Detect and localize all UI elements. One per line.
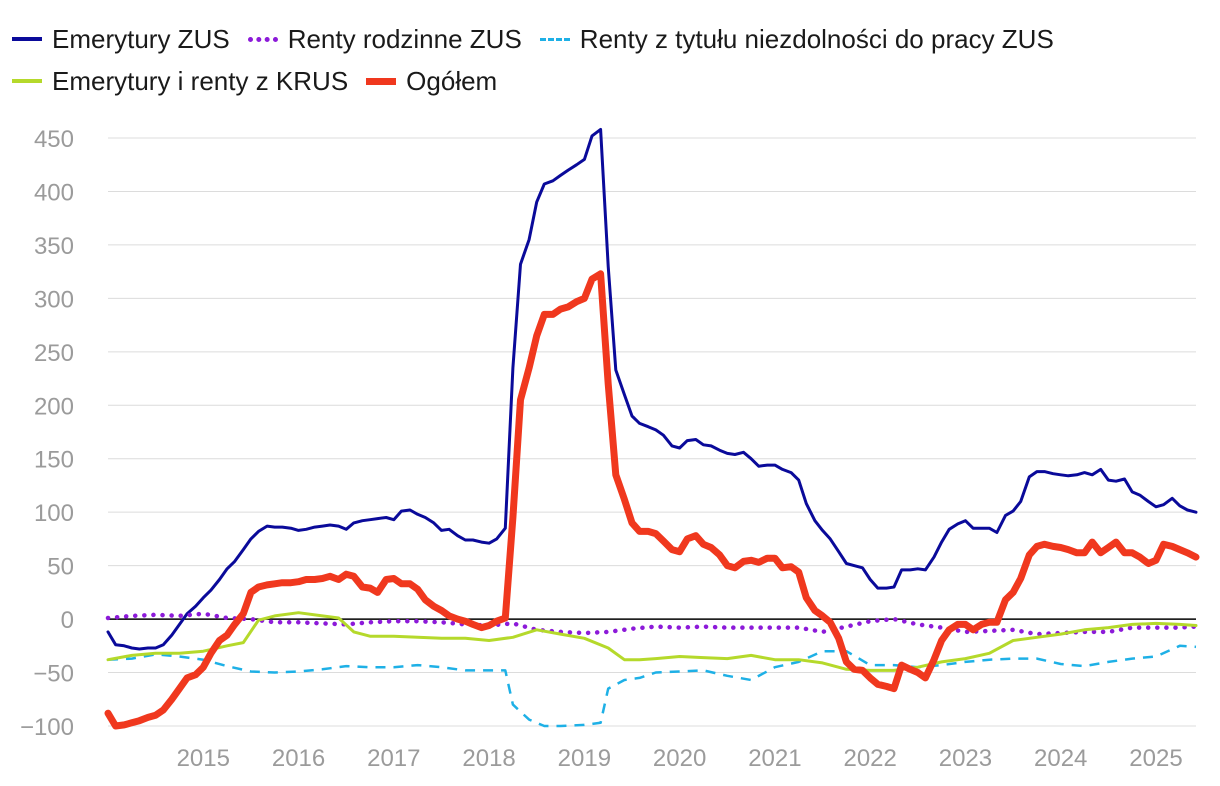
x-tick-label: 2015: [177, 745, 230, 772]
legend-swatch-dotted-purple: [247, 36, 278, 42]
legend-row-1: Emerytury ZUS Renty rodzinne ZUS Renty z…: [12, 18, 1212, 60]
x-tick-label: 2020: [653, 745, 706, 772]
legend-swatch-solid-blue: [12, 37, 42, 41]
series-line-renty-z-tytu-u-niezdolno-ci-do-pracy-zus: [107, 644, 1197, 728]
y-tick-label: 250: [34, 340, 74, 367]
legend-swatch-dashed-cyan: [539, 37, 570, 41]
y-tick-label: 0: [61, 607, 74, 634]
series-line-renty-rodzinne-zus: [105, 611, 1199, 637]
legend-item-renty-niezdolnosci: Renty z tytułu niezdolności do pracy ZUS: [539, 23, 1054, 55]
x-tick-label: 2023: [939, 745, 992, 772]
legend-label-ogolem: Ogółem: [406, 65, 498, 96]
series-line-emerytury-i-renty-z-krus: [106, 611, 1198, 672]
x-axis: 2015 2016 2017 2018 2019 2020 2021 2022 2023 2024…: [177, 745, 1183, 772]
legend-item-emerytury-zus: Emerytury ZUS: [12, 24, 230, 55]
y-tick-label: −100: [20, 714, 74, 741]
y-tick-label: 450: [34, 126, 74, 153]
x-tick-label: 2019: [558, 745, 611, 772]
legend-label-krus: Emerytury i renty z KRUS: [52, 65, 349, 96]
legend: Emerytury ZUS Renty rodzinne ZUS Renty z…: [12, 18, 1212, 102]
legend-label-renty-rodzinne: Renty rodzinne ZUS: [287, 23, 522, 54]
x-tick-label: 2017: [367, 745, 420, 772]
y-tick-label: 300: [34, 286, 74, 313]
y-tick-label: 150: [34, 447, 74, 474]
y-tick-label: −50: [33, 661, 74, 688]
legend-item-ogolem: Ogółem: [366, 66, 497, 97]
x-tick-label: 2024: [1034, 745, 1087, 772]
legend-row-2: Emerytury i renty z KRUS Ogółem: [12, 60, 1212, 102]
series-line-og-em: [104, 270, 1200, 730]
x-tick-label: 2021: [748, 745, 801, 772]
legend-swatch-thick-red: [366, 77, 397, 85]
x-tick-label: 2018: [462, 745, 515, 772]
y-tick-label: 50: [47, 554, 74, 581]
legend-item-krus: Emerytury i renty z KRUS: [12, 66, 348, 97]
legend-label-emerytury-zus: Emerytury ZUS: [52, 23, 230, 54]
x-tick-label: 2016: [272, 745, 325, 772]
series-line-emerytury-zus: [106, 127, 1198, 651]
y-tick-label: 400: [34, 179, 74, 206]
y-tick-label: 350: [34, 233, 74, 260]
legend-item-renty-rodzinne: Renty rodzinne ZUS: [247, 23, 522, 55]
legend-swatch-solid-green: [12, 79, 42, 83]
y-tick-label: 100: [34, 500, 74, 527]
y-axis: −100 −50 0 50 100 150 200 250 300 350 400 450: [20, 126, 74, 741]
y-tick-label: 200: [34, 393, 74, 420]
series-group: [104, 127, 1200, 730]
x-tick-label: 2022: [843, 745, 896, 772]
x-tick-label: 2025: [1129, 745, 1182, 772]
legend-label-renty-niezdolnosci: Renty z tytułu niezdolności do pracy ZUS: [579, 23, 1054, 54]
